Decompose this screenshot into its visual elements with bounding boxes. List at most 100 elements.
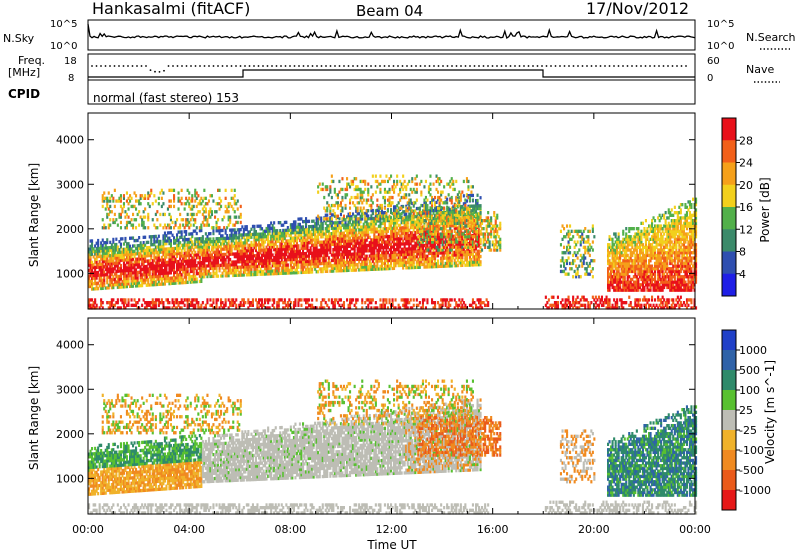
range-cell xyxy=(273,298,275,301)
range-cell xyxy=(341,188,343,191)
range-cell xyxy=(184,304,186,307)
range-cell xyxy=(114,213,116,216)
nave-dot xyxy=(658,65,660,67)
radar-figure: Hankasalmi (fitACF) Beam 04 17/Nov/2012 … xyxy=(0,0,800,554)
range-cell xyxy=(193,213,195,216)
range-cell xyxy=(297,244,299,247)
range-cell xyxy=(385,298,387,301)
range-cell xyxy=(112,238,114,241)
range-cell xyxy=(205,207,207,210)
range-cell xyxy=(208,199,210,202)
range-cell xyxy=(273,221,275,224)
range-cell xyxy=(408,193,410,196)
range-cell xyxy=(384,207,386,210)
range-cell xyxy=(96,304,98,307)
range-cell xyxy=(389,298,391,301)
nave-dot xyxy=(136,65,138,67)
range-cell xyxy=(159,224,161,227)
range-cell xyxy=(181,230,183,233)
range-cell xyxy=(106,238,108,241)
nave-dot xyxy=(132,65,134,67)
range-cell xyxy=(331,217,333,220)
nave-dot xyxy=(577,65,579,67)
nave-dot xyxy=(114,65,116,67)
range-cell xyxy=(376,199,378,202)
range-cell xyxy=(212,199,214,202)
nave-dot xyxy=(537,65,539,67)
range-cell xyxy=(294,220,296,223)
range-cell xyxy=(351,196,353,199)
range-cell xyxy=(246,225,248,228)
nave-dot xyxy=(343,65,345,67)
range-cell xyxy=(367,188,369,191)
range-cell xyxy=(416,298,418,301)
nave-dot xyxy=(289,65,291,67)
range-cell xyxy=(217,218,219,221)
range-cell xyxy=(153,194,155,197)
range-cell xyxy=(123,194,125,197)
nave-dot xyxy=(456,65,458,67)
nave-dot xyxy=(249,65,251,67)
nave-dot xyxy=(586,65,588,67)
range-cell xyxy=(117,298,119,301)
range-cell xyxy=(115,238,117,241)
range-cell xyxy=(328,256,330,259)
range-cell xyxy=(162,202,164,205)
range-cell xyxy=(320,217,322,220)
range-cell xyxy=(416,175,418,178)
range-cell xyxy=(120,243,122,246)
cpid-value: normal (fast stereo) 153 xyxy=(93,91,239,105)
nave-dot xyxy=(222,65,224,67)
range-cell xyxy=(124,298,126,301)
nave-dot xyxy=(591,65,593,67)
range-cell xyxy=(135,226,137,229)
range-cell xyxy=(338,217,340,220)
range-cell xyxy=(237,199,239,202)
nave-dot xyxy=(442,65,444,67)
range-cell xyxy=(144,194,146,197)
nave-dot xyxy=(406,65,408,67)
range-cell xyxy=(102,301,104,304)
nave-dot xyxy=(478,65,480,67)
range-cell xyxy=(379,175,381,178)
nave-dot xyxy=(447,65,449,67)
range-cell xyxy=(379,188,381,191)
range-cell xyxy=(357,193,359,196)
range-cell xyxy=(196,226,198,229)
freq-tick-high: 18 xyxy=(64,56,77,67)
range-cell xyxy=(102,205,104,208)
nave-dot xyxy=(280,65,282,67)
range-cell xyxy=(112,298,114,301)
range-cell xyxy=(228,210,230,213)
nave-dot xyxy=(195,65,197,67)
nsearch-tick-low: 10^0 xyxy=(707,41,734,52)
range-cell xyxy=(138,236,140,239)
nave-dot xyxy=(595,65,597,67)
range-cell xyxy=(240,213,242,216)
range-cell xyxy=(121,237,123,240)
nave-dot xyxy=(411,65,413,67)
nave-dot xyxy=(294,65,296,67)
nave-dot xyxy=(240,65,242,67)
nsearch-tick-high: 10^5 xyxy=(707,19,734,30)
range-cell xyxy=(235,304,237,307)
range-cell xyxy=(178,191,180,194)
range-cell xyxy=(144,216,146,219)
nave-dot xyxy=(523,65,525,67)
range-cell xyxy=(423,224,425,227)
nave-dot xyxy=(267,65,269,67)
range-cell xyxy=(235,216,237,219)
nave-dot xyxy=(208,65,210,67)
nave-dot xyxy=(357,65,359,67)
nave-dot xyxy=(469,65,471,67)
nave-dot xyxy=(654,65,656,67)
range-cell xyxy=(147,226,149,229)
range-cell xyxy=(170,199,172,202)
freq-trace-line xyxy=(88,70,695,77)
range-cell xyxy=(158,202,160,205)
nave-dot xyxy=(100,65,102,67)
range-cell xyxy=(162,191,164,194)
range-cell xyxy=(217,275,219,278)
nave-dot xyxy=(672,65,674,67)
nave-dot xyxy=(510,65,512,67)
